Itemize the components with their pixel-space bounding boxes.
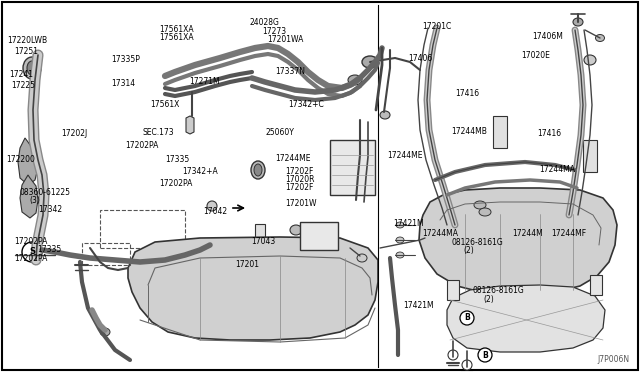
Text: 17271M: 17271M (189, 77, 220, 86)
Text: 17244M: 17244M (512, 229, 543, 238)
Text: 17202F: 17202F (285, 167, 313, 176)
Text: 17042: 17042 (204, 207, 228, 216)
Text: 17342+A: 17342+A (182, 167, 218, 176)
Text: SEC.173: SEC.173 (142, 128, 173, 137)
Text: 17421M: 17421M (394, 219, 424, 228)
Text: 17202PA: 17202PA (14, 237, 47, 246)
Polygon shape (18, 138, 38, 185)
Bar (82, 243, 130, 265)
Text: 25060Y: 25060Y (266, 128, 294, 137)
Text: 17202F: 17202F (285, 183, 313, 192)
Text: 17421M: 17421M (403, 301, 434, 310)
Ellipse shape (474, 201, 486, 209)
Circle shape (460, 311, 474, 325)
Ellipse shape (488, 199, 502, 211)
Ellipse shape (23, 57, 41, 79)
Ellipse shape (251, 161, 265, 179)
Circle shape (462, 360, 472, 370)
Ellipse shape (396, 252, 404, 258)
Polygon shape (447, 285, 605, 352)
Ellipse shape (584, 55, 596, 65)
Text: 17342: 17342 (38, 205, 63, 214)
Text: 08360-61225: 08360-61225 (19, 188, 70, 197)
Text: 17202PA: 17202PA (125, 141, 158, 150)
Text: 17416: 17416 (538, 129, 562, 138)
Ellipse shape (380, 111, 390, 119)
Text: J7P006N: J7P006N (598, 355, 630, 364)
Text: 17406: 17406 (408, 54, 433, 62)
Ellipse shape (396, 237, 404, 243)
Text: S: S (29, 247, 35, 257)
Ellipse shape (595, 35, 605, 42)
Text: 08126-8161G: 08126-8161G (452, 238, 504, 247)
Text: 17314: 17314 (111, 79, 135, 88)
Text: 172200: 172200 (6, 155, 35, 164)
Text: 17335: 17335 (165, 155, 189, 164)
Text: 24028G: 24028G (250, 18, 280, 27)
Text: 17244MF: 17244MF (552, 229, 587, 238)
Text: 17202PA: 17202PA (14, 254, 47, 263)
Text: 17406M: 17406M (532, 32, 563, 41)
Text: 08126-8161G: 08126-8161G (472, 286, 524, 295)
Text: 17201W: 17201W (285, 199, 316, 208)
Bar (590, 275, 602, 295)
Text: 17244MA: 17244MA (422, 229, 458, 238)
Ellipse shape (396, 222, 404, 228)
Text: 17342+C: 17342+C (288, 100, 324, 109)
Bar (330, 140, 375, 195)
Text: 17335P: 17335P (111, 55, 140, 64)
Text: 17020E: 17020E (522, 51, 550, 60)
Ellipse shape (573, 18, 583, 26)
Text: B: B (482, 350, 488, 359)
Text: B: B (464, 314, 470, 323)
Text: (2): (2) (463, 246, 474, 255)
Bar (255, 224, 265, 238)
Text: 17225: 17225 (12, 81, 35, 90)
Text: 17251: 17251 (14, 47, 38, 56)
Text: 17043: 17043 (251, 237, 275, 246)
Text: 17561XA: 17561XA (159, 25, 193, 33)
Text: 17020R: 17020R (285, 175, 314, 184)
Text: 17335: 17335 (37, 246, 61, 254)
Ellipse shape (254, 164, 262, 176)
Text: (2): (2) (484, 295, 495, 304)
Bar (100, 210, 185, 248)
Ellipse shape (100, 328, 110, 336)
Circle shape (448, 350, 458, 360)
Text: 17201: 17201 (236, 260, 260, 269)
Text: 17273: 17273 (262, 27, 287, 36)
Bar (447, 280, 459, 300)
Bar (583, 140, 597, 172)
Text: (3): (3) (29, 196, 40, 205)
Text: 17201C: 17201C (422, 22, 452, 31)
Text: 17220LWB: 17220LWB (8, 36, 48, 45)
Text: 17202PA: 17202PA (159, 179, 192, 187)
Polygon shape (20, 175, 38, 218)
Text: 17561X: 17561X (150, 100, 180, 109)
Ellipse shape (479, 208, 491, 216)
Ellipse shape (27, 61, 37, 75)
Ellipse shape (207, 201, 217, 211)
Text: 17561XA: 17561XA (159, 33, 193, 42)
Text: 17201WA: 17201WA (268, 35, 304, 44)
Text: 17244ME: 17244ME (275, 154, 310, 163)
Text: 17202J: 17202J (61, 129, 87, 138)
Text: 17244ME: 17244ME (387, 151, 422, 160)
Polygon shape (419, 188, 617, 295)
Text: 17244MA: 17244MA (539, 165, 575, 174)
Bar (493, 116, 507, 148)
Polygon shape (186, 116, 194, 134)
Ellipse shape (357, 254, 367, 262)
Text: 17337N: 17337N (275, 67, 305, 76)
Text: 17241: 17241 (10, 70, 34, 79)
Polygon shape (128, 237, 378, 340)
Circle shape (478, 348, 492, 362)
Text: 17416: 17416 (456, 89, 480, 98)
Bar (300, 222, 338, 250)
Ellipse shape (290, 225, 302, 235)
Text: 17244MB: 17244MB (451, 127, 487, 136)
Ellipse shape (362, 56, 378, 68)
Circle shape (22, 242, 42, 262)
Ellipse shape (348, 75, 362, 85)
